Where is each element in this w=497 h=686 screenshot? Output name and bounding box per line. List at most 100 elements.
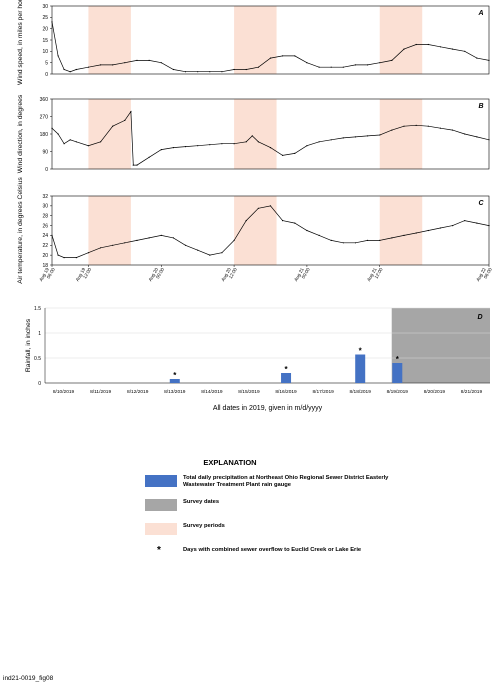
rain-bar	[355, 354, 366, 383]
data-point	[464, 220, 466, 222]
data-point	[379, 134, 381, 136]
data-point	[403, 125, 405, 127]
y-tick-label: 5	[45, 60, 48, 66]
data-point	[342, 242, 344, 244]
x-tick-label: 8/13/2019	[164, 389, 186, 395]
data-point	[57, 55, 59, 57]
data-point	[427, 229, 429, 232]
data-point	[257, 141, 259, 143]
legend-precip-label: Total daily precipitation at Northeast O…	[183, 475, 389, 488]
legend: EXPLANATION Total daily precipitation at…	[145, 458, 475, 569]
data-point	[379, 62, 381, 64]
data-point	[148, 59, 150, 62]
data-point	[136, 164, 138, 166]
data-point	[415, 232, 417, 234]
y-axis-label-A: Wind speed, in miles per hour	[17, 0, 24, 85]
data-point	[391, 237, 393, 239]
data-point	[160, 62, 162, 64]
y-tick-label: 0.5	[34, 356, 41, 362]
data-point	[132, 164, 134, 166]
y-tick-label: 0	[38, 381, 41, 387]
data-point	[148, 156, 150, 158]
rain-bar	[392, 363, 403, 383]
data-point	[124, 242, 126, 244]
data-point	[488, 59, 490, 62]
data-point	[197, 249, 199, 251]
data-point	[136, 239, 138, 241]
data-point	[330, 66, 332, 68]
survey-period-band-1-2	[379, 99, 423, 169]
y-tick-label: 0	[45, 167, 48, 173]
y-tick-label: 22	[42, 243, 48, 249]
x-tick-label: 12:00	[82, 267, 92, 280]
data-point	[233, 143, 235, 145]
data-point	[57, 254, 59, 256]
y-tick-label: 25	[42, 15, 48, 21]
data-point	[209, 254, 211, 256]
data-point	[87, 66, 89, 68]
legend-survey-dates-label: Survey dates	[183, 499, 220, 505]
data-point	[100, 141, 102, 143]
data-point	[415, 43, 417, 46]
x-tick-label: 06:00	[46, 267, 56, 280]
data-point	[69, 71, 71, 73]
data-point	[427, 43, 429, 46]
y-tick-label: 32	[42, 194, 48, 200]
data-point	[124, 119, 126, 121]
data-point	[354, 64, 357, 66]
data-point	[354, 242, 357, 244]
data-point	[294, 55, 296, 57]
data-point	[124, 62, 126, 64]
y-tick-label: 270	[40, 114, 49, 120]
data-point	[75, 257, 77, 259]
survey-dates-swatch	[145, 499, 177, 511]
y-tick-label: 1	[38, 331, 41, 337]
survey-periods-swatch	[145, 523, 177, 535]
data-point	[112, 244, 114, 246]
data-point	[391, 129, 393, 131]
figure-id: ind21-0019_fig08	[3, 675, 54, 682]
survey-period-band-1-0	[88, 99, 131, 169]
y-axis-label-D: Rainfall, in inches	[25, 318, 32, 372]
rain-bar	[281, 373, 292, 383]
data-point	[269, 57, 272, 59]
data-point	[379, 239, 381, 241]
data-point	[403, 48, 405, 50]
data-point	[233, 68, 235, 71]
survey-period-band-0-0	[88, 6, 131, 74]
data-point	[452, 129, 454, 131]
survey-dates-band	[391, 308, 490, 383]
data-point	[330, 139, 332, 141]
data-point	[75, 68, 77, 71]
y-tick-label: 15	[42, 38, 48, 44]
x-tick-label: Aug 21	[293, 267, 305, 282]
data-point	[342, 137, 344, 139]
data-point	[251, 135, 253, 137]
data-point	[57, 133, 59, 135]
data-point	[294, 152, 296, 154]
x-tick-label: Aug 20	[220, 267, 232, 282]
y-axis-label-B: Wind direction, in degrees	[17, 94, 24, 173]
y-tick-label: 30	[42, 204, 48, 210]
series-line-B	[51, 110, 490, 166]
data-point	[488, 139, 490, 141]
data-point	[148, 237, 150, 239]
data-point	[51, 21, 53, 23]
data-point	[233, 239, 235, 241]
data-point	[464, 133, 466, 135]
x-tick-label: Aug 19	[75, 267, 87, 282]
survey-period-band-0-2	[379, 6, 423, 74]
data-point	[184, 146, 187, 148]
x-tick-label: 8/18/2019	[350, 389, 372, 395]
x-tick-label: Aug 22	[475, 267, 487, 282]
overflow-marker: *	[284, 365, 288, 374]
overflow-marker: *	[396, 355, 400, 364]
data-point	[439, 127, 441, 129]
data-point	[221, 143, 223, 145]
x-tick-label: 8/20/2019	[424, 389, 446, 395]
survey-period-band-1-1	[234, 99, 277, 169]
data-point	[100, 64, 102, 66]
data-point	[367, 64, 369, 66]
data-point	[221, 71, 223, 73]
data-point	[184, 71, 187, 73]
